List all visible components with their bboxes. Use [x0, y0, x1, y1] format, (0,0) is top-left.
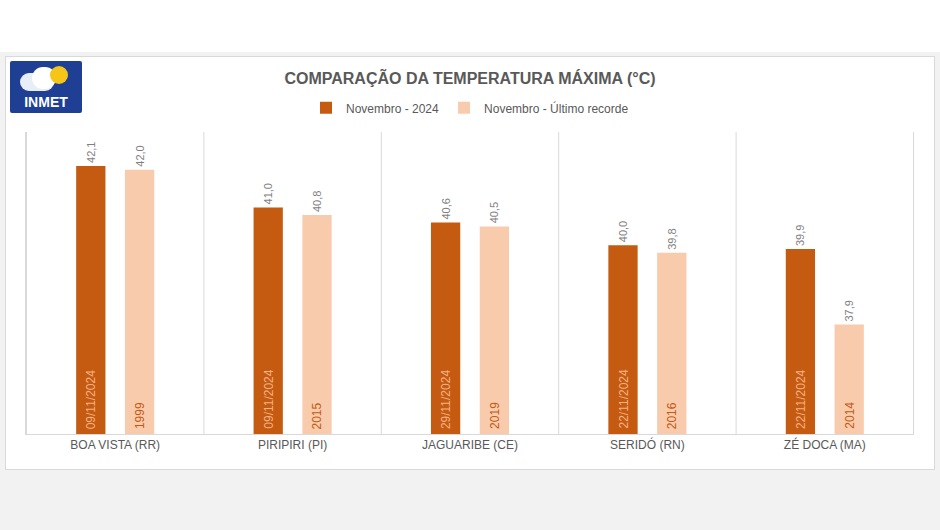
- svg-text:41,0: 41,0: [262, 183, 274, 204]
- svg-text:22/11/2024: 22/11/2024: [794, 369, 808, 428]
- svg-text:1999: 1999: [133, 402, 147, 429]
- svg-text:2015: 2015: [310, 402, 324, 429]
- svg-text:09/11/2024: 09/11/2024: [84, 370, 98, 429]
- svg-text:PIRIPIRI (PI): PIRIPIRI (PI): [258, 438, 327, 452]
- svg-text:2019: 2019: [488, 402, 502, 429]
- svg-text:40,6: 40,6: [440, 198, 452, 219]
- svg-text:ZÉ DOCA (MA): ZÉ DOCA (MA): [784, 437, 866, 452]
- svg-text:39,8: 39,8: [666, 228, 678, 249]
- svg-text:42,0: 42,0: [134, 145, 146, 166]
- svg-text:39,9: 39,9: [794, 225, 806, 246]
- svg-text:2014: 2014: [843, 402, 857, 429]
- svg-text:Novembro - Último recorde: Novembro - Último recorde: [484, 101, 628, 116]
- svg-text:40,8: 40,8: [311, 191, 323, 212]
- svg-text:37,9: 37,9: [843, 300, 855, 321]
- svg-text:22/11/2024: 22/11/2024: [617, 369, 631, 428]
- html-text:INMET: INMET: [24, 94, 68, 110]
- svg-text:09/11/2024: 09/11/2024: [262, 369, 276, 428]
- svg-text:42,1: 42,1: [85, 142, 97, 163]
- svg-text:SERIDÓ (RN): SERIDÓ (RN): [610, 437, 685, 452]
- svg-text:2016: 2016: [665, 402, 679, 429]
- svg-text:40,5: 40,5: [488, 202, 500, 223]
- svg-text:40,0: 40,0: [617, 221, 629, 242]
- svg-text:Novembro - 2024: Novembro - 2024: [346, 102, 439, 116]
- svg-text:JAGUARIBE (CE): JAGUARIBE (CE): [422, 438, 518, 452]
- svg-text:COMPARAÇÃO DA TEMPERATURA MÁXI: COMPARAÇÃO DA TEMPERATURA MÁXIMA (°C): [284, 68, 655, 87]
- svg-text:BOA VISTA (RR): BOA VISTA (RR): [70, 438, 160, 452]
- svg-text:29/11/2024: 29/11/2024: [439, 370, 453, 429]
